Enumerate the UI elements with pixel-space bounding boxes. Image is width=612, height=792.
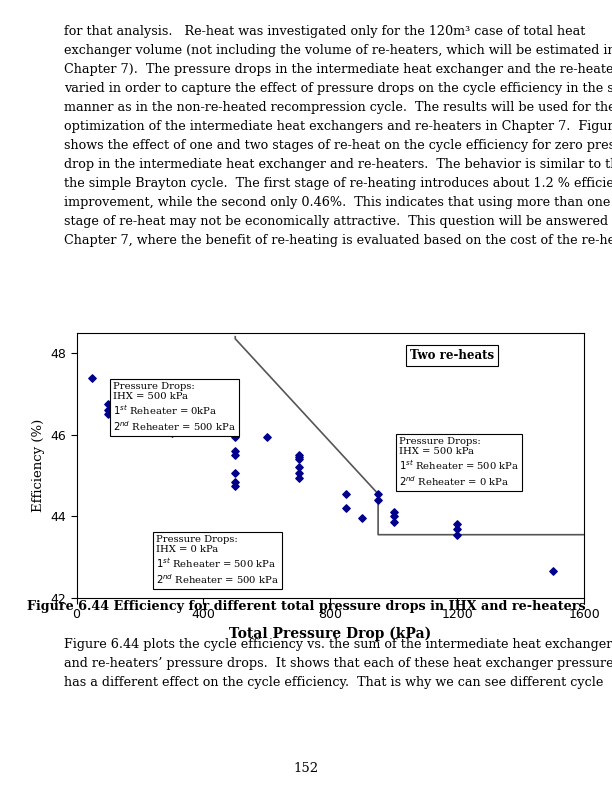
- Point: [294, 449, 304, 462]
- Point: [167, 426, 177, 439]
- Y-axis label: Efficiency (%): Efficiency (%): [32, 419, 45, 512]
- Point: [88, 371, 97, 384]
- Point: [167, 425, 177, 437]
- Point: [389, 516, 399, 529]
- Point: [294, 461, 304, 474]
- Point: [262, 430, 272, 443]
- Point: [294, 471, 304, 484]
- Text: Two re-heats: Two re-heats: [410, 349, 494, 362]
- Point: [230, 475, 240, 488]
- X-axis label: Total Pressure Drop (kPa): Total Pressure Drop (kPa): [230, 627, 431, 642]
- Text: for that analysis.   Re-heat was investigated only for the 120m³ case of total h: for that analysis. Re-heat was investiga…: [64, 25, 612, 247]
- Point: [230, 449, 240, 462]
- Text: Figure 6.44 Efficiency for different total pressure drops in IHX and re-heaters: Figure 6.44 Efficiency for different tot…: [27, 600, 585, 612]
- Point: [357, 512, 367, 524]
- Point: [373, 488, 383, 501]
- Point: [294, 453, 304, 466]
- Point: [230, 430, 240, 443]
- Text: Pressure Drops:
IHX = 0 kPa
$1^{st}$ Reheater = 500 kPa
$2^{nd}$ Reheater = 500 : Pressure Drops: IHX = 0 kPa $1^{st}$ Reh…: [156, 535, 278, 586]
- Point: [389, 510, 399, 523]
- Point: [389, 506, 399, 519]
- Point: [294, 467, 304, 480]
- Point: [452, 518, 462, 531]
- Point: [341, 502, 351, 515]
- Point: [452, 522, 462, 535]
- Point: [103, 408, 113, 421]
- Text: 152: 152: [293, 762, 319, 775]
- Point: [230, 444, 240, 457]
- Point: [230, 479, 240, 492]
- Text: Pressure Drops:
IHX = 500 kPa
$1^{st}$ Reheater = 0kPa
$2^{nd}$ Reheater = 500 k: Pressure Drops: IHX = 500 kPa $1^{st}$ R…: [113, 382, 236, 433]
- Text: Pressure Drops:
IHX = 500 kPa
$1^{st}$ Reheater = 500 kPa
$2^{nd}$ Reheater = 0 : Pressure Drops: IHX = 500 kPa $1^{st}$ R…: [399, 436, 519, 489]
- Text: Figure 6.44 plots the cycle efficiency vs. the sum of the intermediate heat exch: Figure 6.44 plots the cycle efficiency v…: [64, 638, 612, 688]
- Point: [452, 528, 462, 541]
- Point: [167, 421, 177, 433]
- Point: [294, 451, 304, 463]
- Point: [103, 404, 113, 417]
- Point: [103, 398, 113, 410]
- Point: [341, 488, 351, 501]
- Point: [230, 467, 240, 480]
- Point: [548, 565, 558, 578]
- Point: [373, 493, 383, 506]
